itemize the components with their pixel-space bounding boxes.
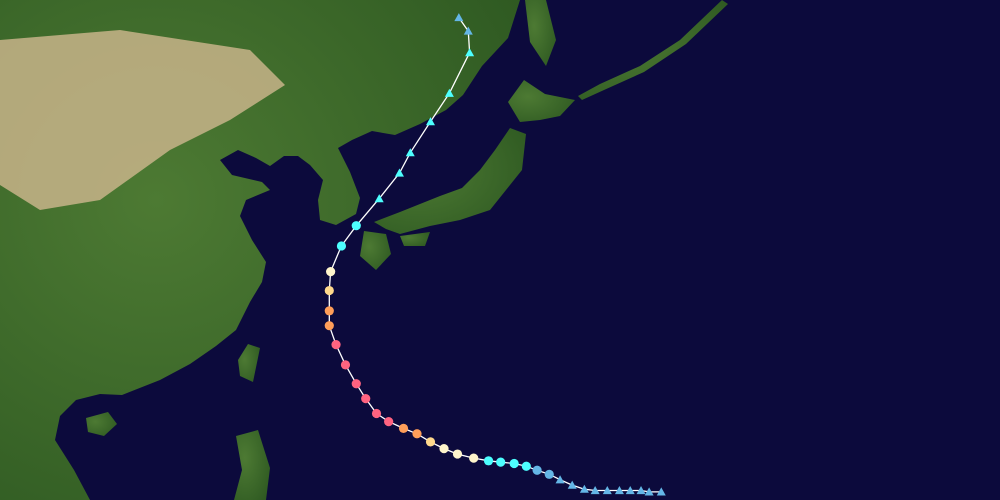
track-point-triangle-ts bbox=[465, 48, 475, 57]
gobi-desert bbox=[0, 30, 285, 210]
track-point-triangle-td bbox=[656, 487, 666, 496]
track-point-triangle-td bbox=[555, 475, 565, 484]
sakhalin bbox=[525, 0, 556, 66]
track-point-circle-c4 bbox=[331, 339, 341, 350]
track-point-circle-c4 bbox=[371, 408, 382, 419]
track-point-triangle-ts bbox=[394, 168, 404, 177]
track-point-circle-ts bbox=[521, 461, 531, 471]
shikoku bbox=[400, 232, 430, 246]
track-point-triangle-td bbox=[590, 486, 600, 495]
hokkaido bbox=[508, 80, 575, 122]
track-point-triangle-ts bbox=[374, 194, 384, 203]
track-point-triangle-ts bbox=[444, 88, 454, 97]
track-point-triangle-ts bbox=[425, 117, 435, 126]
track-point-circle-ts bbox=[336, 241, 347, 251]
track-point-circle-c2 bbox=[324, 285, 334, 296]
track-point-circle-c1 bbox=[439, 444, 449, 454]
track-point-circle-c1 bbox=[326, 267, 336, 277]
track-point-triangle-td bbox=[644, 487, 654, 496]
track-point-triangle-td bbox=[614, 486, 624, 495]
track-point-triangle-td bbox=[636, 486, 646, 495]
track-point-circle-c4 bbox=[351, 379, 361, 389]
track-point-circle-c2 bbox=[425, 437, 436, 447]
track-point-triangle-td bbox=[463, 26, 473, 35]
taiwan bbox=[238, 344, 260, 382]
track-point-circle-ts bbox=[351, 221, 361, 231]
track-point-triangle-td bbox=[454, 13, 464, 22]
hainan bbox=[86, 412, 117, 436]
kyushu bbox=[360, 231, 391, 270]
track-points bbox=[324, 13, 666, 496]
track-point-circle-ts bbox=[496, 457, 506, 467]
track-point-triangle-td bbox=[602, 486, 612, 495]
track-point-circle-c4 bbox=[340, 360, 351, 370]
luzon bbox=[234, 430, 270, 500]
track-point-triangle-td bbox=[579, 484, 589, 493]
track-point-triangle-td bbox=[625, 486, 635, 495]
track-point-circle-ts bbox=[483, 456, 494, 466]
track-point-circle-td bbox=[532, 465, 542, 475]
track-point-circle-c3 bbox=[398, 423, 409, 433]
track-point-triangle-ts bbox=[405, 148, 415, 157]
track-point-circle-c1 bbox=[452, 449, 463, 459]
track-point-circle-c3 bbox=[324, 321, 334, 331]
track-point-circle-ts bbox=[509, 458, 519, 469]
track-point-circle-c4 bbox=[361, 394, 371, 404]
track-point-circle-c1 bbox=[469, 453, 479, 463]
track-point-circle-td bbox=[544, 469, 554, 479]
track-point-circle-c4 bbox=[384, 417, 394, 427]
track-point-circle-c3 bbox=[324, 306, 334, 316]
honshu bbox=[374, 128, 526, 234]
kuril-islands bbox=[578, 0, 728, 100]
track-point-triangle-td bbox=[567, 480, 577, 489]
track-point-circle-c3 bbox=[412, 429, 422, 439]
